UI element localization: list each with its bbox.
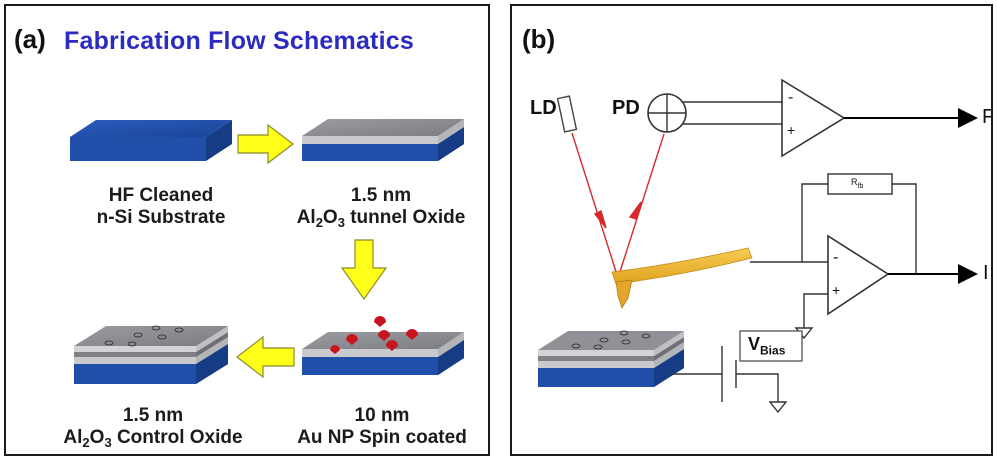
afm-circuit-graphic [538,78,978,414]
bottom-opamp-icon [827,234,890,316]
pd-label: PD [612,97,640,119]
au-nanoparticles [330,316,418,354]
panel-a-title: Fabrication Flow Schematics [64,27,414,55]
top-opamp-plus: + [787,122,796,138]
laser-diode-icon [556,95,578,133]
fabrication-flow-graphic [70,119,464,384]
cantilever-icon [611,247,753,309]
arrow-left [236,335,295,379]
panel-b: (b) [510,4,993,456]
sample-stack [538,330,684,387]
au-np-block [302,316,464,375]
vbias-box [739,330,803,362]
pd-wires [683,101,782,125]
substrate-block [70,120,234,161]
ld-label: LD [530,97,557,119]
process-arrows [236,123,388,379]
top-output-label: F [982,106,993,128]
control-oxide-block [74,325,228,384]
panel-b-label: (b) [522,24,556,54]
step2-caption: 1.5 nm Al2O3 tunnel Oxide [296,185,466,230]
step1-caption: HF Cleaned n-Si Substrate [96,185,226,228]
panel-a: (a) Fabrication Flow Schematics [4,4,490,456]
bottom-output-label: I [983,262,989,284]
photodiode-icon [647,93,687,133]
bottom-opamp-plus: + [832,282,841,298]
top-opamp-icon [781,78,846,158]
laser-beams [571,132,665,279]
top-opamp-minus: - [788,89,794,106]
bias-battery-icon [670,346,788,414]
step3-caption: 10 nm Au NP Spin coated [297,405,467,448]
bottom-opamp-minus: - [833,249,839,266]
step4-caption: 1.5 nm Al2O3 Control Oxide [63,405,243,450]
vbias-label: VBias [748,334,786,358]
arrow-right [237,123,294,165]
rfb-label: Rfb [851,177,864,190]
panel-a-label: (a) [14,24,46,54]
arrow-down [340,239,388,301]
feedback-network [801,173,917,274]
tunnel-oxide-block [302,119,464,161]
